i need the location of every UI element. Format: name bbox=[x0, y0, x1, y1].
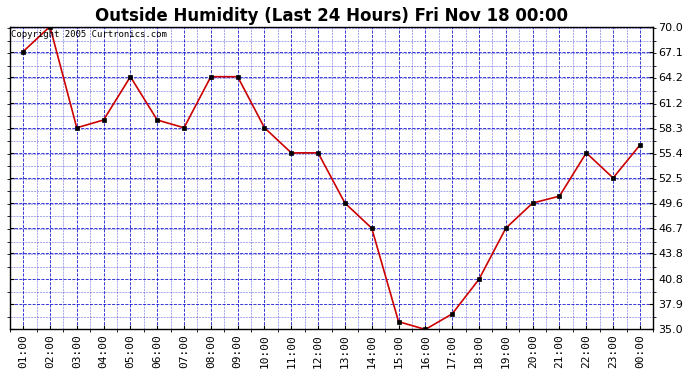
Text: Copyright 2005 Curtronics.com: Copyright 2005 Curtronics.com bbox=[11, 30, 167, 39]
Title: Outside Humidity (Last 24 Hours) Fri Nov 18 00:00: Outside Humidity (Last 24 Hours) Fri Nov… bbox=[95, 7, 568, 25]
